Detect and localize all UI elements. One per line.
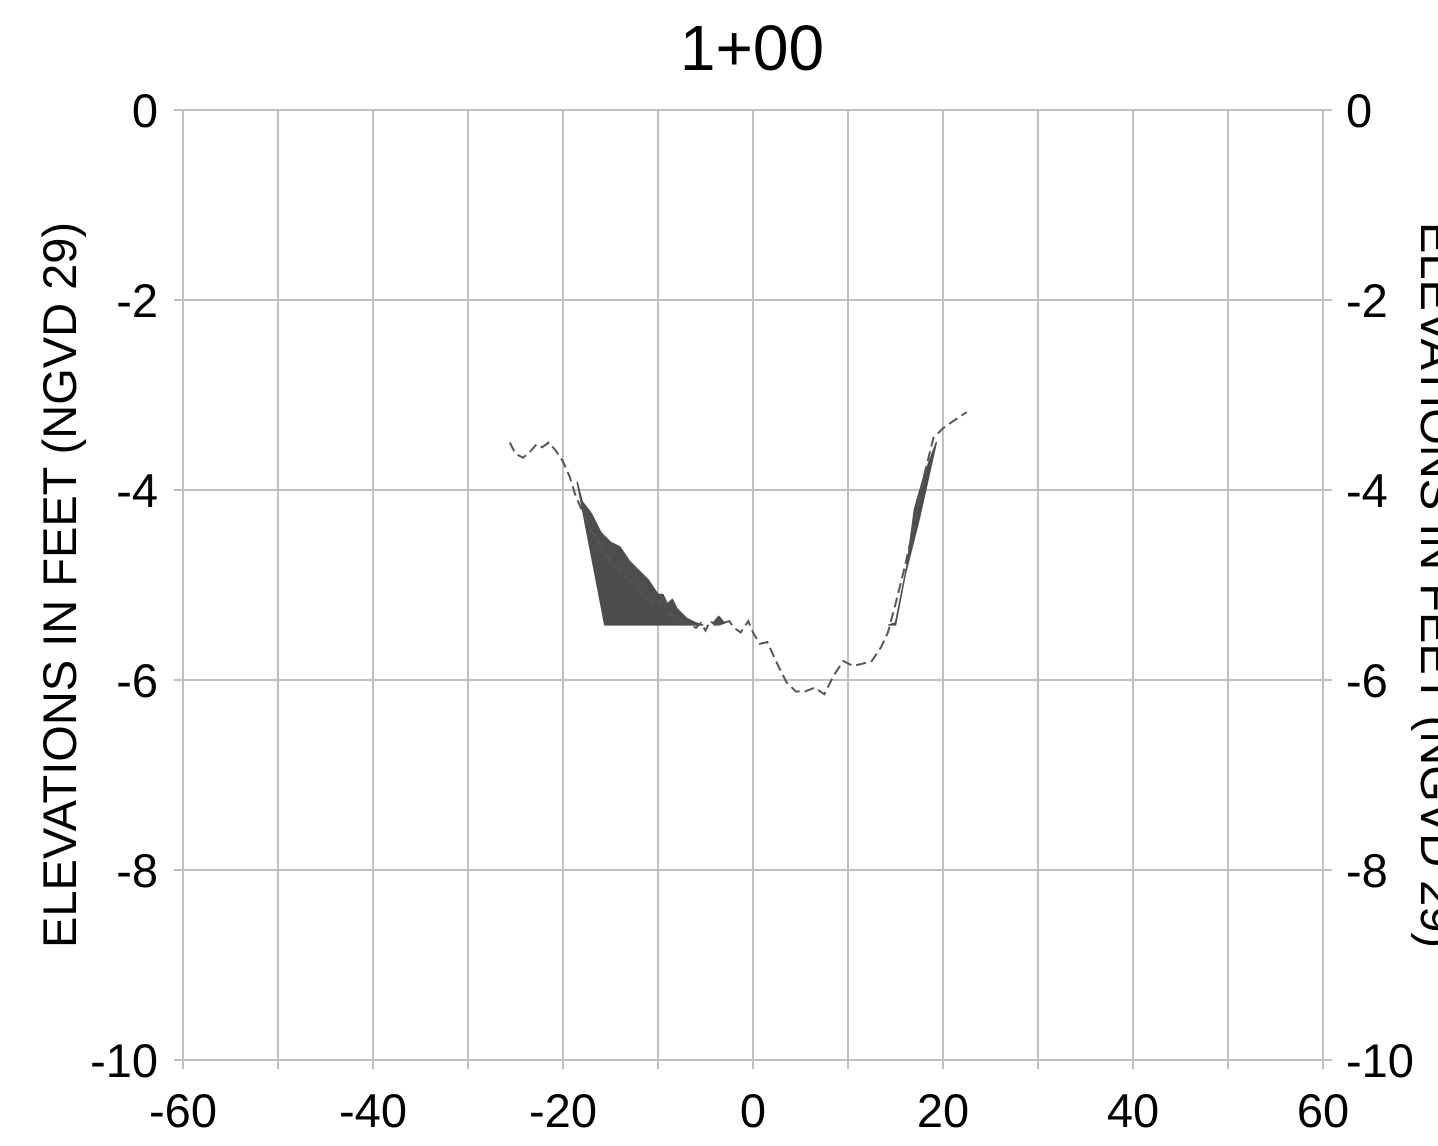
axis-layer: -60 -40 -20 0 20 40 60 0 0 -2 -2 -4 -4 -6 -6 -8 -8 -10 -10 xyxy=(90,84,1414,1137)
y-tick-label-right: -6 xyxy=(1346,654,1388,707)
x-tick-label: 0 xyxy=(740,1084,766,1137)
series-layer xyxy=(508,411,968,696)
y-tick-label-right: -4 xyxy=(1346,464,1388,517)
y-tick-label-right: -10 xyxy=(1346,1034,1414,1087)
x-tick-label: 60 xyxy=(1297,1084,1349,1137)
x-tick-label: -20 xyxy=(529,1084,597,1137)
y-tick-label-left: -2 xyxy=(116,274,158,327)
y-tick-label-left: -10 xyxy=(90,1034,158,1087)
y-tick-label-left: 0 xyxy=(132,84,158,137)
x-tick-label: 20 xyxy=(917,1084,969,1137)
y-axis-label-right: ELEVATIONS IN FEET (NGVD 29) xyxy=(1411,222,1438,948)
grid-layer xyxy=(174,109,1332,1069)
chart-title: 1+00 xyxy=(680,12,824,84)
x-tick-label: 40 xyxy=(1107,1084,1159,1137)
y-axis-label-left: ELEVATIONS IN FEET (NGVD 29) xyxy=(33,222,86,948)
y-tick-label-right: 0 xyxy=(1346,84,1372,137)
profile-line xyxy=(508,411,968,696)
y-tick-label-left: -8 xyxy=(116,844,158,897)
fill-area xyxy=(576,481,704,626)
x-tick-label: -40 xyxy=(339,1084,407,1137)
y-tick-label-right: -2 xyxy=(1346,274,1388,327)
fill-layer xyxy=(576,441,938,626)
y-tick-label-right: -8 xyxy=(1346,844,1388,897)
y-tick-label-left: -4 xyxy=(116,464,158,517)
y-tick-label-left: -6 xyxy=(116,654,158,707)
x-tick-label: -60 xyxy=(149,1084,217,1137)
